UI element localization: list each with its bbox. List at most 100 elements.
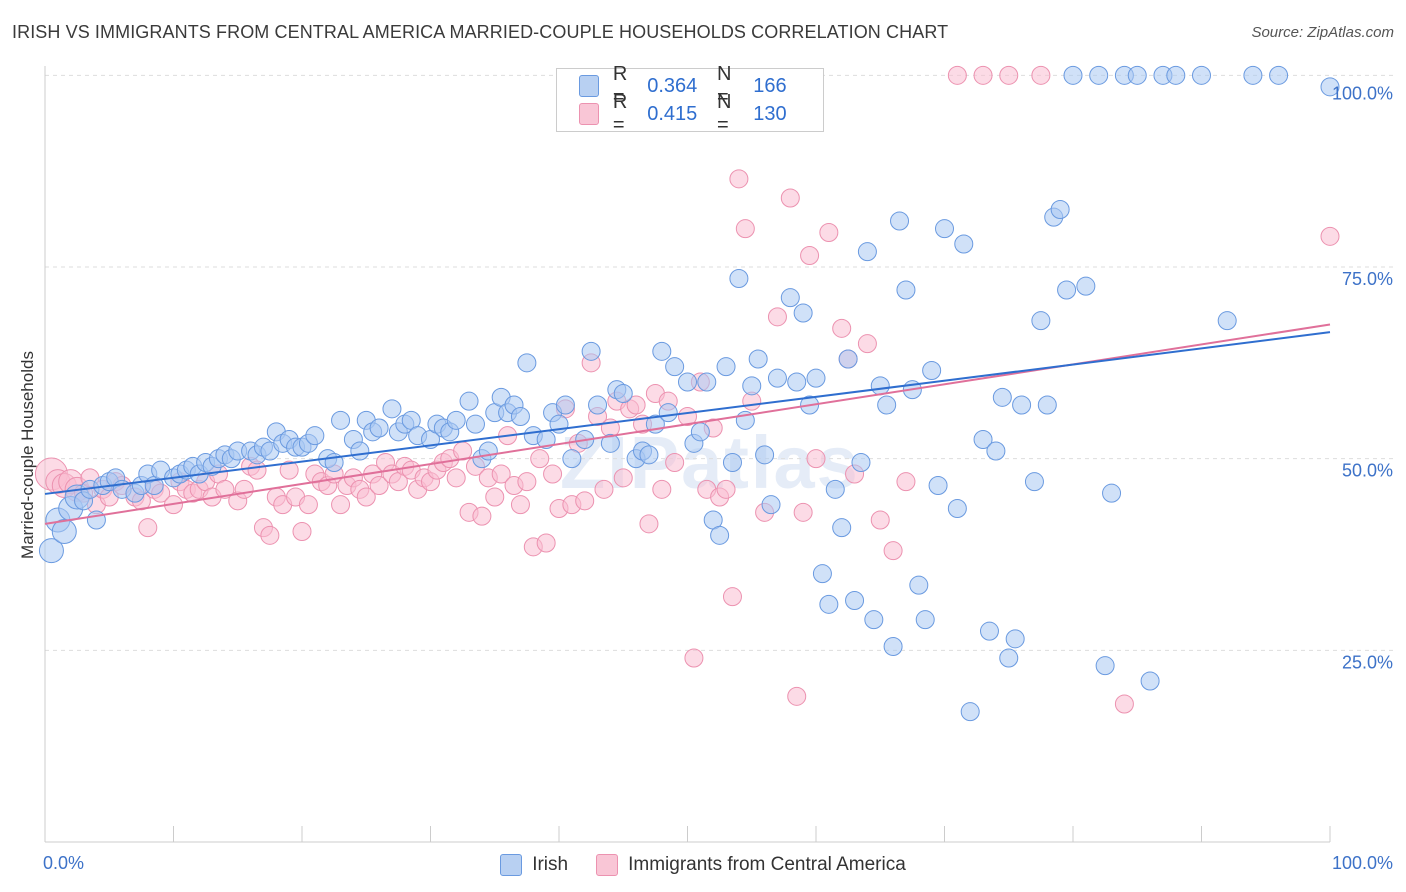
trend-line-central-america xyxy=(44,323,1331,525)
irish-point xyxy=(51,519,77,544)
irish-point xyxy=(1127,65,1147,85)
central-america-point xyxy=(767,307,787,327)
central-america-point xyxy=(517,472,537,492)
central-america-point xyxy=(729,169,749,189)
irish-point xyxy=(38,538,64,564)
legend-label-irish: Irish xyxy=(532,854,569,875)
irish-point xyxy=(928,476,948,495)
irish-point xyxy=(86,510,106,530)
central-america-point xyxy=(793,502,813,522)
legend-swatch-irish xyxy=(579,75,599,97)
irish-point xyxy=(613,384,633,403)
r-value-central-america: 0.415 xyxy=(647,102,698,125)
irish-point xyxy=(935,219,954,239)
irish-point xyxy=(812,564,832,584)
trend-line-irish xyxy=(44,331,1331,495)
irish-point xyxy=(1217,311,1237,331)
irish-point xyxy=(767,368,787,388)
irish-point xyxy=(1063,65,1083,85)
central-america-point xyxy=(298,495,318,515)
irish-point xyxy=(722,453,742,472)
irish-point xyxy=(806,368,826,388)
irish-point xyxy=(562,449,582,469)
legend-item-central-america[interactable]: Immigrants from Central America xyxy=(596,854,906,876)
irish-point xyxy=(1050,200,1070,219)
irish-point xyxy=(658,403,678,423)
irish-point xyxy=(909,575,929,595)
irish-point xyxy=(1243,65,1263,85)
central-america-point xyxy=(857,334,877,354)
legend-swatch-central-america xyxy=(579,103,599,125)
irish-point xyxy=(915,610,935,630)
irish-point xyxy=(742,376,762,396)
irish-point xyxy=(1269,65,1289,85)
central-america-point xyxy=(896,472,916,492)
irish-point xyxy=(761,495,781,515)
irish-point xyxy=(986,441,1006,461)
central-america-point xyxy=(787,686,807,706)
irish-point xyxy=(459,391,479,411)
irish-point xyxy=(877,395,897,415)
irish-point xyxy=(1012,395,1032,415)
y-tick-label: 25.0% xyxy=(1342,652,1393,672)
r-value-irish: 0.364 xyxy=(647,74,698,97)
chart-title: IRISH VS IMMIGRANTS FROM CENTRAL AMERICA… xyxy=(12,22,949,42)
central-america-point xyxy=(819,223,839,242)
trend-lines xyxy=(44,323,1331,525)
central-america-point xyxy=(510,495,530,515)
irish-point xyxy=(864,610,884,630)
central-america-point xyxy=(626,395,646,415)
central-america-point xyxy=(780,188,800,208)
central-america-point xyxy=(652,479,672,499)
irish-point xyxy=(465,414,485,434)
x-tick-label: 0.0% xyxy=(43,853,84,873)
n-value-irish: 166 xyxy=(753,74,787,97)
central-america-point xyxy=(215,479,235,499)
irish-point xyxy=(832,518,852,538)
legend-row-central-america: R = 0.415 N = 130 xyxy=(579,91,823,136)
irish-point xyxy=(1076,276,1096,296)
legend-item-irish[interactable]: Irish xyxy=(500,854,568,876)
irish-point xyxy=(1095,656,1115,676)
central-america-point xyxy=(279,460,299,480)
irish-point xyxy=(883,637,903,656)
irish-point xyxy=(678,372,697,392)
irish-point xyxy=(960,702,980,722)
x-tick-label: 100.0% xyxy=(1332,853,1393,873)
central-america-point xyxy=(575,491,595,511)
central-america-point xyxy=(806,449,826,469)
central-america-point xyxy=(446,468,466,488)
central-america-point xyxy=(530,449,550,469)
irish-point xyxy=(710,525,730,545)
legend-row-irish: R = 0.364 N = 166 xyxy=(579,63,823,108)
n-label: N = xyxy=(716,63,732,108)
legend-swatch-irish xyxy=(500,854,523,876)
central-america-point xyxy=(999,65,1019,85)
central-america-point xyxy=(947,65,967,85)
irish-point xyxy=(890,211,910,231)
central-america-point xyxy=(1114,694,1134,714)
axes xyxy=(44,66,1331,843)
irish-point xyxy=(305,426,325,446)
irish-point xyxy=(331,410,351,430)
irish-point xyxy=(857,242,877,262)
y-tick-label: 75.0% xyxy=(1342,269,1393,289)
central-america-point xyxy=(735,219,755,239)
irish-point xyxy=(1192,65,1211,85)
irish-point xyxy=(517,353,537,373)
central-america-point xyxy=(260,525,280,545)
series-irish-points xyxy=(38,65,1340,722)
central-america-point xyxy=(138,518,158,538)
irish-point xyxy=(716,357,736,377)
irish-point xyxy=(1140,671,1160,691)
irish-point xyxy=(729,269,749,288)
irish-point xyxy=(1089,65,1109,85)
legend-swatch-central-america xyxy=(596,854,619,876)
irish-point xyxy=(838,349,858,369)
irish-point xyxy=(350,441,370,461)
irish-point xyxy=(446,410,466,430)
irish-point xyxy=(896,280,916,300)
irish-point xyxy=(787,372,807,392)
irish-point xyxy=(1166,65,1186,85)
series-legend: Irish Immigrants from Central America xyxy=(0,852,1406,878)
